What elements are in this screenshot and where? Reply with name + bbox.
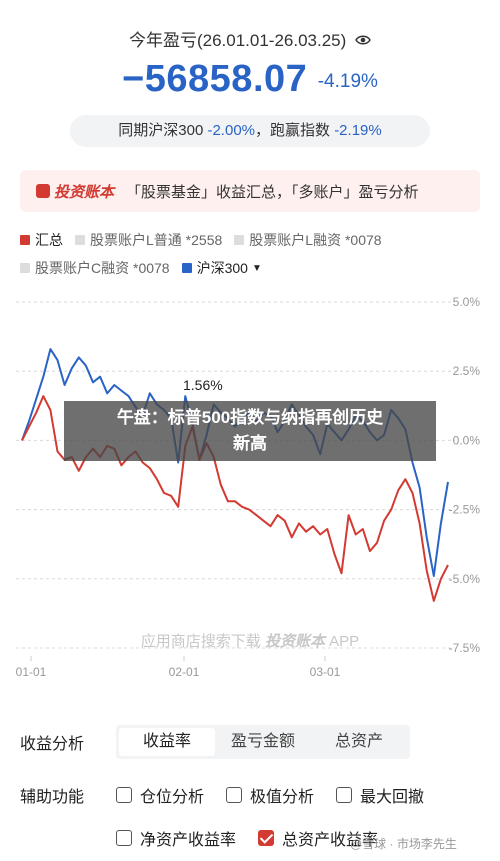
excess-return: -2.19% [334, 122, 382, 139]
checkbox-box[interactable] [116, 830, 132, 846]
aux-label: 辅助功能 [20, 789, 85, 806]
pnl-title: 今年盈亏(26.01.01-26.03.25) [0, 26, 500, 51]
position-analysis-checkbox[interactable]: 仓位分析 [116, 783, 204, 807]
news-line-1: 午盘：标普500指数与纳指再创历史 [116, 408, 384, 427]
benchmark-separator: ，跑赢指数 [255, 122, 331, 139]
ledger-icon [36, 184, 50, 198]
legend-label: 汇总 [35, 232, 63, 248]
checkbox-box[interactable] [226, 787, 243, 803]
banner-text: 「股票基金」收益汇总，「多账户」盈亏分析 [126, 183, 419, 201]
checkbox-box-checked[interactable] [258, 830, 275, 846]
legend-label: 沪深300 [196, 260, 248, 276]
y-tick-label: 2.5% [453, 364, 481, 378]
checkbox-box[interactable] [116, 787, 132, 803]
legend-label: 股票账户C融资 *0078 [35, 260, 170, 276]
checkbox-label: 极值分析 [250, 789, 315, 806]
checkbox-box[interactable] [336, 787, 353, 803]
watermark-prefix: 应用商店搜索下载 [140, 633, 261, 650]
promo-banner[interactable]: 投资账本 「股票基金」收益汇总，「多账户」盈亏分析 [20, 170, 480, 212]
legend-item-account-l-margin[interactable]: 股票账户L融资 *0078 [234, 230, 382, 250]
legend-swatch [181, 263, 192, 273]
x-tick-label: 02-01 [169, 665, 200, 679]
app-watermark: 应用商店搜索下载 投资账本 APP [0, 630, 500, 651]
eye-icon[interactable] [355, 32, 371, 48]
legend-swatch [75, 235, 85, 245]
legend-label: 股票账户L普通 *2558 [90, 232, 223, 248]
analysis-tabs: 收益分析 收益率 盈亏金额 总资产 [20, 725, 480, 759]
tab-pnl-amount[interactable]: 盈亏金额 [230, 733, 295, 750]
y-tick-label: 5.0% [453, 295, 481, 309]
legend-item-account-l-normal[interactable]: 股票账户L普通 *2558 [75, 230, 222, 250]
brand-name: 投资账本 [54, 183, 115, 201]
pnl-summary: −56858.07 -4.19% [0, 58, 500, 101]
legend-item-summary[interactable]: 汇总 [20, 230, 63, 250]
legend-item-account-c-margin[interactable]: 股票账户C融资 *0078 [20, 258, 170, 278]
x-tick-label: 01-01 [16, 665, 47, 679]
benchmark-label: 同期沪深300 [118, 122, 204, 139]
tab-return-rate[interactable]: 收益率 [119, 728, 215, 756]
y-tick-label: -5.0% [449, 572, 481, 586]
roa-checkbox[interactable]: 总资产收益率 [258, 826, 378, 850]
chart-annotation: 1.56% [183, 377, 223, 393]
roe-checkbox[interactable]: 净资产收益率 [116, 826, 236, 850]
watermark-brand: 投资账本 [264, 633, 325, 650]
legend-row-2: 股票账户C融资 *0078 沪深300 ▼ [20, 258, 490, 278]
pnl-value: −56858.07 [122, 58, 308, 100]
extreme-analysis-checkbox[interactable]: 极值分析 [226, 783, 314, 807]
pnl-title-text: 今年盈亏(26.01.01-26.03.25) [128, 31, 347, 50]
aux-row-1: 辅助功能 仓位分析 极值分析 最大回撤 [20, 780, 490, 810]
source-credit: @雪球 · 市场李先生 [350, 837, 457, 851]
benchmark-comparison: 同期沪深300 -2.00%，跑赢指数 -2.19% [70, 115, 430, 147]
series-line-csi300 [21, 348, 449, 577]
checkbox-label: 仓位分析 [140, 789, 205, 806]
benchmark-return: -2.00% [207, 122, 255, 139]
legend-item-csi300[interactable]: 沪深300 ▼ [181, 258, 262, 278]
legend-row-1: 汇总 股票账户L普通 *2558 股票账户L融资 *0078 [20, 230, 490, 250]
aux-row-2: 净资产收益率 总资产收益率 [20, 823, 490, 853]
y-tick-label: -7.5% [449, 641, 481, 655]
segmented-control: 收益率 盈亏金额 总资产 [116, 725, 410, 759]
checkbox-label: 净资产收益率 [140, 832, 237, 849]
legend-swatch [20, 263, 30, 273]
checkbox-label: 最大回撤 [360, 789, 425, 806]
brand-logo: 投资账本 [36, 181, 114, 202]
news-line-2: 新高 [233, 434, 267, 453]
tabs-label: 收益分析 [20, 736, 85, 753]
news-overlay[interactable]: 午盘：标普500指数与纳指再创历史 新高 [64, 401, 436, 461]
x-tick-label: 03-01 [310, 665, 341, 679]
pnl-percent: -4.19% [317, 71, 378, 92]
checkbox-label: 总资产收益率 [282, 832, 379, 849]
dropdown-caret-icon[interactable]: ▼ [251, 262, 262, 274]
tab-total-assets[interactable]: 总资产 [334, 733, 383, 750]
legend-swatch [20, 235, 30, 245]
legend-label: 股票账户L融资 *0078 [249, 232, 382, 248]
legend-swatch [234, 235, 245, 245]
y-tick-label: -2.5% [449, 503, 481, 517]
returns-chart: 5.0% 2.5% 0.0% -2.5% -5.0% -7.5% 01-01 02-01 03-… [16, 295, 481, 679]
max-drawdown-checkbox[interactable]: 最大回撤 [336, 783, 424, 807]
watermark-suffix: APP [329, 633, 360, 650]
y-tick-label: 0.0% [453, 433, 481, 447]
